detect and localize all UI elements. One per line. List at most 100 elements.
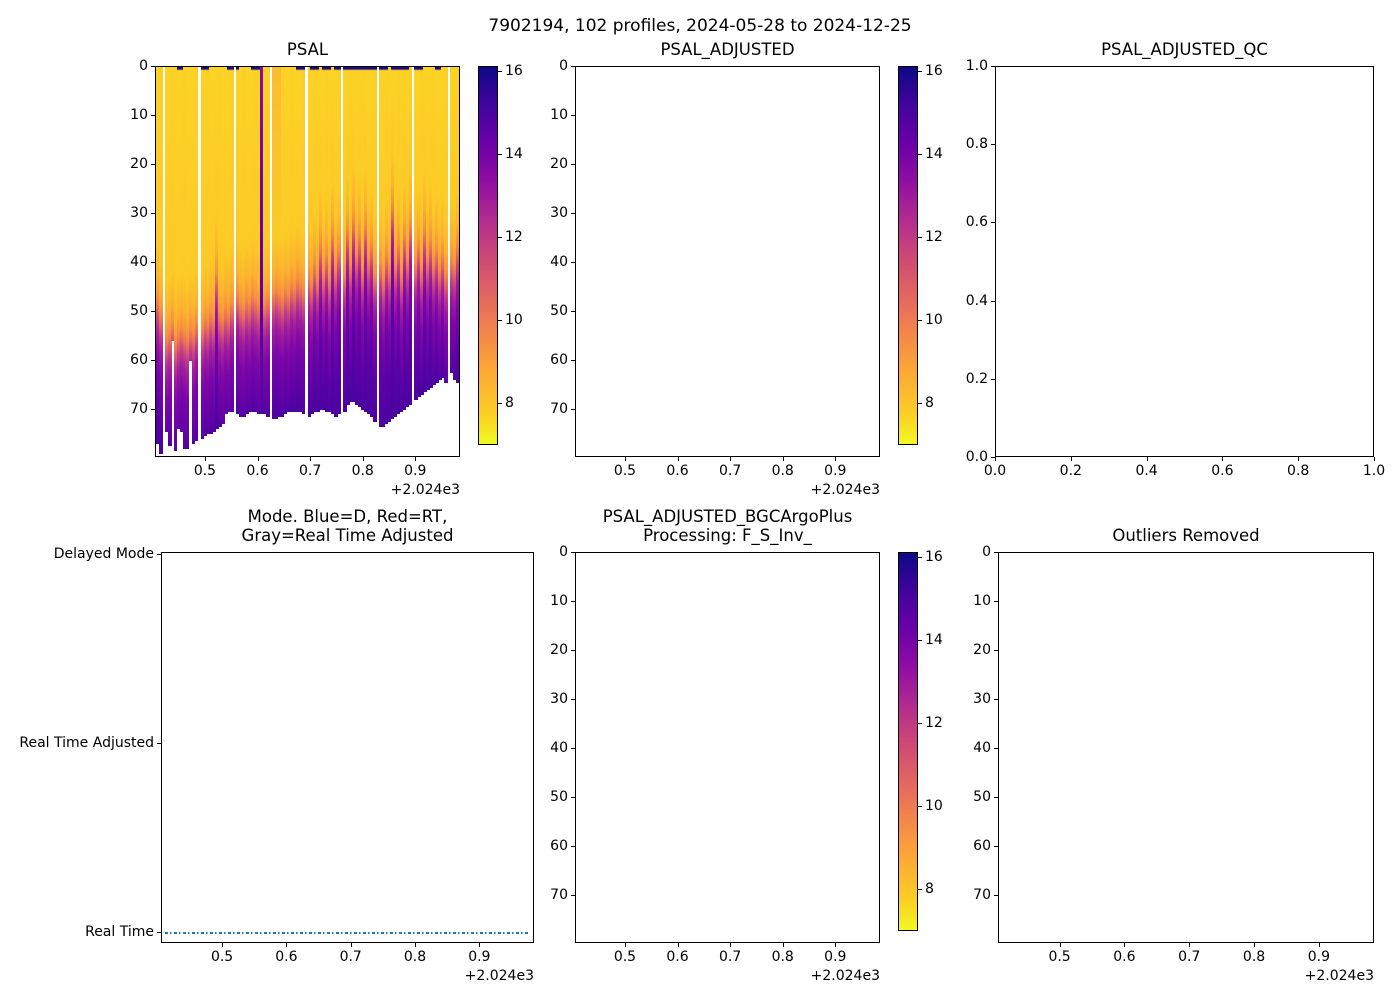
y-tick-label: 20	[973, 641, 991, 658]
heatmap-profile-column	[346, 67, 350, 405]
heatmap-profile-column	[262, 67, 267, 415]
y-tick-mark	[571, 163, 575, 165]
y-tick-label: 60	[130, 351, 148, 368]
x-tick-mark	[1059, 943, 1061, 947]
heatmap-profile-column	[378, 67, 383, 427]
heatmap-profile-column	[426, 67, 430, 390]
colorbar-tick-mark	[498, 154, 502, 156]
colorbar-tick-label: 16	[505, 62, 523, 79]
heatmap-profile-column	[295, 67, 300, 412]
heatmap-profile-column	[322, 67, 326, 410]
plot-title: Outliers Removed	[1112, 526, 1260, 545]
y-tick-mark	[157, 743, 161, 745]
x-tick-mark	[362, 457, 364, 461]
y-tick-label: 0.8	[965, 136, 988, 153]
heatmap-profile-column	[239, 67, 243, 417]
heatmap-profile-column	[325, 67, 329, 412]
colorbar-tick-mark	[498, 403, 502, 405]
y-tick-label: 20	[130, 155, 148, 172]
heatmap-profile-column	[310, 67, 315, 415]
heatmap-profile-column	[360, 67, 365, 410]
y-tick-label: 50	[973, 788, 991, 805]
heatmap-profile-column	[236, 67, 240, 415]
outliers-removed-plot	[998, 552, 1374, 943]
y-tick-mark	[571, 894, 575, 896]
x-tick-mark	[782, 943, 784, 947]
x-tick-mark	[835, 457, 837, 461]
heatmap-profile-column	[420, 67, 425, 395]
x-tick-mark	[835, 943, 837, 947]
plot-title: PSAL	[286, 40, 329, 59]
heatmap-profile-column	[352, 67, 356, 403]
y-tick-mark	[151, 408, 155, 410]
y-tick-mark	[994, 894, 998, 896]
y-tick-mark	[571, 114, 575, 116]
heatmap-profile-column	[384, 67, 389, 425]
y-tick-mark	[994, 747, 998, 749]
colorbar-tick-mark	[918, 640, 922, 642]
y-tick-mark	[994, 796, 998, 798]
x-tick-label: 0.8	[771, 949, 794, 965]
y-tick-label: 50	[550, 302, 568, 319]
heatmap-profile-column	[331, 67, 335, 415]
x-tick-mark	[1189, 943, 1191, 947]
heatmap-profile-column	[432, 67, 436, 386]
heatmap-profile-column	[224, 67, 228, 415]
x-tick-label: 0.9	[824, 949, 847, 965]
x-tick-label: 0.8	[1287, 463, 1310, 479]
colorbar-tick-label: 12	[925, 229, 943, 246]
y-tick-label: 40	[973, 739, 991, 756]
heatmap-profile-column	[343, 67, 347, 412]
colorbar-tick-label: 8	[925, 395, 934, 412]
x-tick-mark	[1298, 457, 1300, 461]
heatmap-profile-column	[423, 67, 427, 393]
y-tick-label: 0	[139, 58, 148, 74]
colorbar-tick-label: 16	[925, 548, 943, 565]
heatmap-profile-column	[251, 67, 255, 412]
heatmap-profile-column	[307, 67, 312, 417]
real-time-mode-line	[165, 931, 529, 935]
heatmap-profile-column	[313, 67, 318, 412]
y-tick-label: 60	[550, 837, 568, 854]
y-tick-label: 0	[559, 58, 568, 74]
y-tick-label: 0	[559, 544, 568, 560]
colorbar-tick-label: 14	[505, 146, 523, 163]
x-tick-label: 0.2	[1059, 463, 1082, 479]
heatmap-profile-column	[369, 67, 374, 417]
y-tick-mark	[571, 600, 575, 602]
heatmap-profile-column	[206, 67, 211, 435]
y-tick-mark	[157, 554, 161, 555]
y-tick-mark	[151, 163, 155, 165]
y-tick-mark	[571, 649, 575, 651]
y-tick-mark	[991, 222, 995, 224]
heatmap-profile-column	[390, 67, 395, 420]
x-tick-mark	[222, 943, 224, 947]
y-tick-mark	[151, 212, 155, 214]
y-tick-mark	[994, 649, 998, 651]
colorbar-tick-mark	[498, 320, 502, 322]
heatmap-profile-column	[209, 67, 214, 435]
x-tick-mark	[415, 457, 417, 461]
heatmap-profile-column	[358, 67, 362, 408]
x-tick-mark	[1254, 943, 1256, 947]
x-tick-label: 0.5	[210, 949, 234, 965]
heatmap-profile-column	[363, 67, 368, 412]
colorbar-tick-label: 10	[925, 798, 943, 815]
x-tick-label: 0.8	[351, 463, 374, 479]
colorbar-psal	[478, 66, 498, 445]
heatmap-profile-column	[164, 67, 169, 432]
heatmap-profile-column	[396, 67, 401, 415]
y-tick-label: 30	[130, 204, 148, 221]
y-tick-label: 70	[130, 400, 148, 417]
heatmap-profile-column	[355, 67, 359, 405]
x-tick-label: 0.7	[339, 949, 362, 965]
y-tick-mark	[994, 552, 998, 553]
y-tick-label: 50	[550, 788, 568, 805]
heatmap-profile-column	[230, 67, 234, 412]
x-tick-label: 0.6	[1211, 463, 1234, 479]
colorbar-tick-label: 10	[925, 312, 943, 329]
x-tick-label: 0.6	[246, 463, 269, 479]
heatmap-profile-column	[200, 67, 205, 439]
heatmap-profile-column	[408, 67, 413, 405]
heatmap-profile-column	[301, 67, 306, 415]
